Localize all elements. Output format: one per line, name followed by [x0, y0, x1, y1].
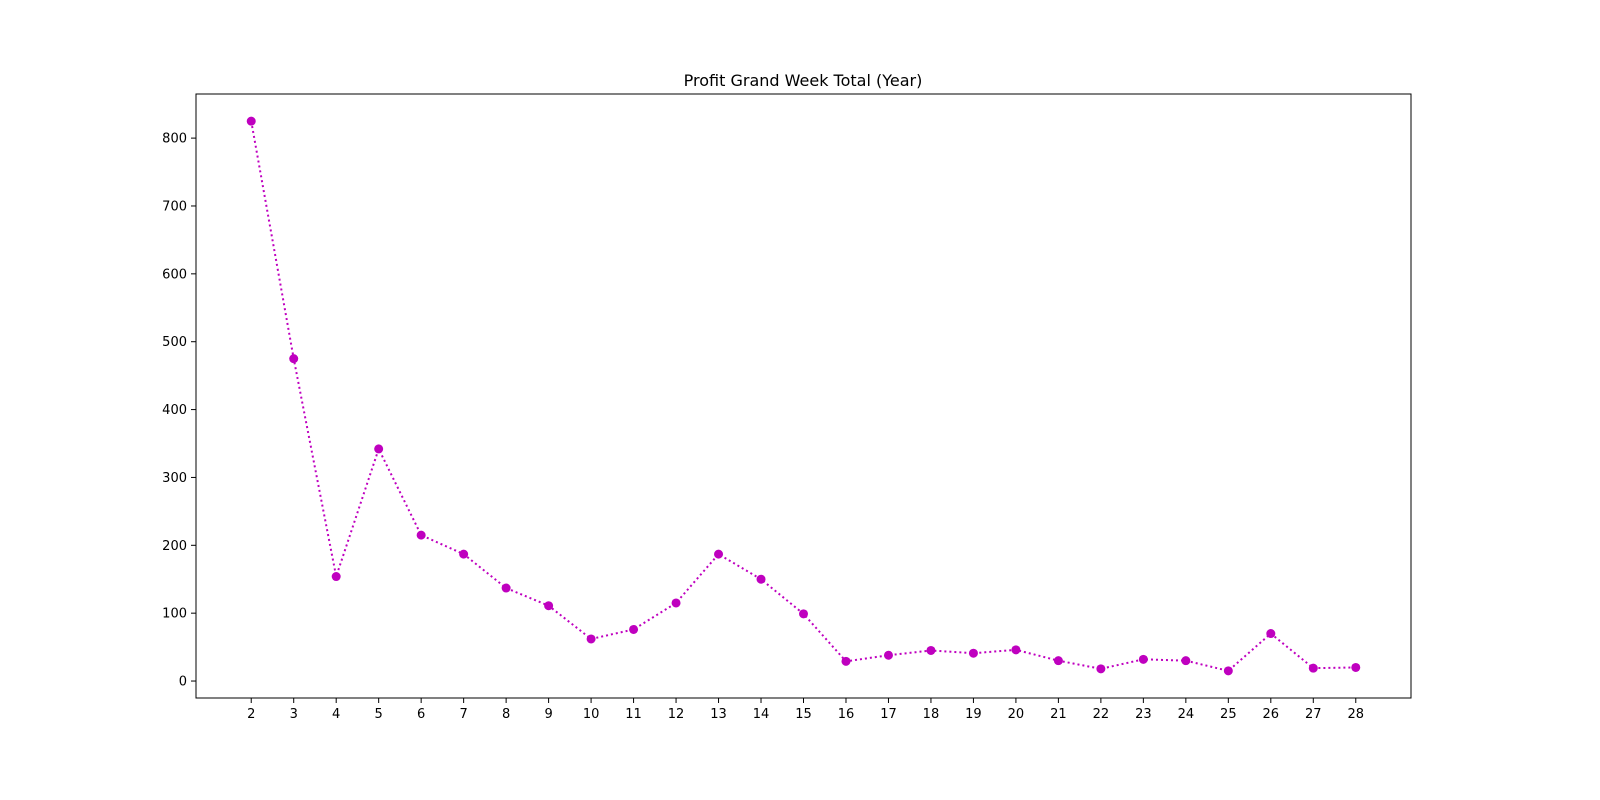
data-point — [586, 634, 596, 644]
x-tick-label: 10 — [583, 707, 600, 722]
x-tick-label: 19 — [965, 707, 982, 722]
x-tick-label: 13 — [710, 707, 727, 722]
x-axis: 2 3 4 5 6 7 8 9 10 11 12 13 14 15 16 17 18 19 20 21 22 23 24 25… — [247, 698, 1364, 722]
y-tick-label: 100 — [162, 607, 187, 622]
y-tick-label: 200 — [162, 539, 187, 554]
y-tick-label: 700 — [162, 199, 187, 214]
data-point — [331, 572, 341, 582]
y-axis: 0 100 200 300 400 500 600 700 800 — [162, 132, 196, 690]
data-point — [671, 598, 681, 608]
x-tick-label: 16 — [838, 707, 855, 722]
y-tick-label: 500 — [162, 335, 187, 350]
data-point — [1266, 629, 1276, 639]
data-point — [799, 609, 808, 619]
data-point — [416, 530, 426, 540]
data-point — [1138, 654, 1148, 664]
data-point — [756, 574, 766, 584]
x-tick-label: 24 — [1178, 707, 1195, 722]
x-tick-label: 11 — [625, 707, 642, 722]
data-point — [459, 549, 469, 559]
x-tick-label: 7 — [459, 707, 467, 722]
x-tick-label: 22 — [1093, 707, 1110, 722]
data-point — [289, 354, 299, 364]
x-tick-label: 18 — [923, 707, 940, 722]
data-point — [926, 645, 936, 655]
x-tick-label: 27 — [1305, 707, 1322, 722]
data-point — [1096, 664, 1106, 674]
x-tick-label: 3 — [290, 707, 298, 722]
x-tick-label: 15 — [795, 707, 812, 722]
data-point — [1308, 663, 1318, 673]
x-tick-label: 2 — [247, 707, 255, 722]
y-tick-label: 0 — [179, 675, 187, 690]
x-tick-label: 25 — [1220, 707, 1237, 722]
x-tick-label: 8 — [502, 707, 510, 722]
y-tick-label: 800 — [162, 132, 187, 147]
plot-frame — [195, 93, 1412, 699]
data-point — [1011, 645, 1021, 655]
data-point — [1181, 656, 1191, 666]
y-tick-label: 400 — [162, 403, 187, 418]
data-point — [841, 656, 851, 666]
x-tick-label: 14 — [753, 707, 770, 722]
data-point — [1351, 662, 1361, 672]
x-tick-label: 12 — [668, 707, 685, 722]
data-point — [629, 624, 639, 634]
x-tick-label: 5 — [375, 707, 383, 722]
x-tick-label: 26 — [1263, 707, 1280, 722]
data-point — [374, 444, 384, 454]
data-point — [544, 601, 554, 611]
series-line — [250, 120, 1356, 672]
data-point — [1053, 656, 1063, 666]
chart-title: Profit Grand Week Total (Year) — [684, 71, 923, 90]
data-point — [1223, 666, 1233, 676]
data-point — [714, 549, 724, 559]
data-point — [246, 116, 256, 126]
x-tick-label: 20 — [1008, 707, 1025, 722]
data-point — [501, 583, 511, 593]
x-tick-label: 17 — [880, 707, 897, 722]
data-point — [968, 648, 978, 658]
x-tick-label: 6 — [417, 707, 425, 722]
x-tick-label: 28 — [1347, 707, 1364, 722]
data-point — [883, 650, 893, 660]
x-tick-label: 9 — [544, 707, 552, 722]
x-tick-label: 4 — [332, 707, 340, 722]
y-tick-label: 600 — [162, 267, 187, 282]
x-tick-label: 21 — [1050, 707, 1067, 722]
series-markers — [246, 116, 1361, 676]
y-tick-label: 300 — [162, 471, 187, 486]
x-tick-label: 23 — [1135, 707, 1152, 722]
